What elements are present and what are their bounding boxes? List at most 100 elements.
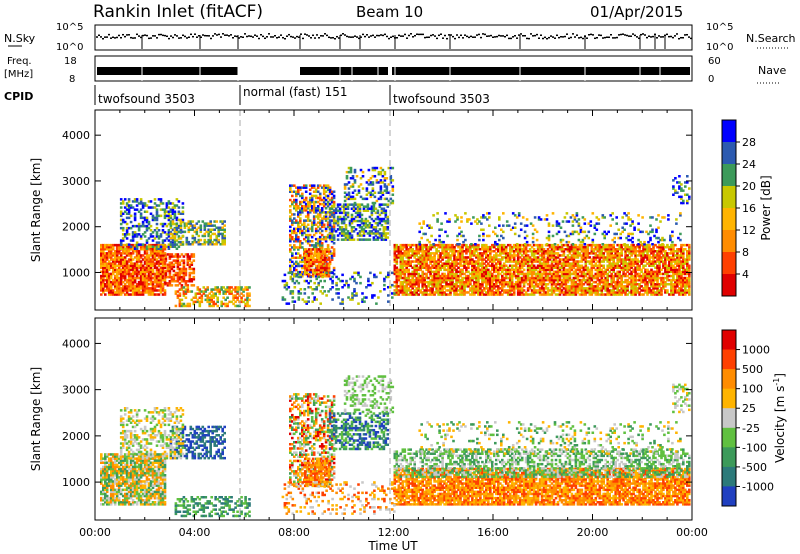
range-cell — [129, 293, 133, 296]
range-cell — [423, 243, 426, 247]
range-cell — [465, 278, 468, 282]
range-cell — [365, 197, 369, 201]
range-cell — [439, 287, 442, 290]
range-cell — [151, 262, 155, 265]
range-cell — [203, 234, 207, 238]
range-cell — [313, 260, 317, 264]
range-cell — [159, 202, 163, 205]
range-cell — [102, 264, 105, 267]
range-cell — [358, 230, 362, 233]
nsky-mark — [106, 36, 108, 38]
range-cell — [163, 222, 167, 226]
range-cell — [435, 283, 438, 286]
range-cell — [373, 191, 377, 194]
range-cell — [121, 280, 125, 284]
nsky-mark — [466, 35, 468, 38]
range-cell — [411, 254, 414, 257]
range-cell — [104, 256, 107, 259]
range-cell — [159, 235, 163, 238]
range-cell — [197, 240, 201, 244]
range-cell — [395, 248, 399, 251]
range-cell — [105, 254, 109, 257]
range-cell — [135, 264, 139, 267]
nsky-mark — [640, 33, 642, 36]
range-cell — [445, 264, 448, 267]
range-cell — [451, 262, 454, 265]
range-cell — [119, 226, 123, 230]
range-cell — [327, 268, 331, 272]
range-cell — [200, 300, 204, 304]
range-cell — [115, 285, 119, 288]
range-cell — [125, 202, 129, 205]
range-cell — [186, 261, 190, 264]
range-cell — [244, 302, 247, 306]
range-cell — [314, 275, 318, 278]
range-cell — [374, 211, 378, 215]
range-cell — [135, 268, 139, 272]
range-cell — [379, 197, 383, 201]
range-cell — [323, 270, 327, 274]
range-cell — [226, 290, 229, 293]
range-cell — [463, 260, 466, 263]
range-cell — [463, 287, 466, 290]
range-cell — [301, 256, 304, 259]
range-cell — [354, 215, 358, 219]
range-cell — [401, 262, 405, 265]
range-cell — [133, 278, 137, 282]
range-cell — [310, 235, 314, 239]
range-cell — [129, 214, 133, 218]
range-cell — [155, 258, 159, 261]
range-cell — [447, 274, 450, 278]
range-cell — [437, 270, 440, 274]
range-cell — [161, 260, 165, 263]
range-cell — [301, 186, 304, 189]
range-cell — [324, 190, 328, 193]
range-cell — [151, 248, 155, 251]
range-cell — [395, 287, 399, 290]
range-cell — [219, 228, 222, 231]
range-cell — [409, 293, 412, 296]
range-cell — [481, 268, 484, 272]
range-cell — [362, 207, 366, 210]
range-cell — [196, 298, 200, 302]
range-cell — [100, 287, 103, 290]
range-cell — [316, 207, 320, 210]
nsky-mark — [454, 37, 456, 40]
range-cell — [405, 266, 408, 269]
nsky-mark — [368, 36, 370, 38]
range-cell — [334, 207, 338, 210]
range-cell — [320, 221, 324, 224]
range-cell — [336, 203, 340, 206]
range-cell — [380, 217, 384, 221]
range-cell — [212, 304, 215, 308]
range-cell — [119, 268, 123, 272]
range-cell — [155, 260, 159, 263]
range-cell — [153, 245, 157, 249]
range-cell — [451, 252, 454, 255]
range-cell — [299, 270, 302, 274]
range-cell — [461, 256, 464, 259]
range-cell — [445, 276, 448, 280]
range-cell — [316, 237, 320, 241]
range-cell — [449, 289, 452, 292]
range-cell — [419, 254, 422, 257]
range-cell — [358, 238, 362, 241]
nsky-mark — [382, 34, 384, 37]
range-cell — [123, 256, 127, 259]
range-cell — [344, 217, 348, 221]
nsky-mark — [450, 34, 452, 36]
range-cell — [449, 248, 452, 251]
range-cell — [435, 272, 438, 276]
nsky-mark — [598, 34, 600, 36]
range-cell — [113, 264, 117, 267]
range-cell — [111, 289, 115, 292]
range-cell — [291, 219, 294, 222]
nsky-mark — [326, 34, 328, 37]
nsky-mark — [192, 35, 194, 38]
range-cell — [185, 243, 189, 246]
range-cell — [311, 248, 315, 251]
nsky-mark — [560, 35, 562, 38]
range-cell — [176, 290, 180, 293]
nsky-mark — [298, 36, 300, 38]
range-cell — [157, 204, 161, 207]
